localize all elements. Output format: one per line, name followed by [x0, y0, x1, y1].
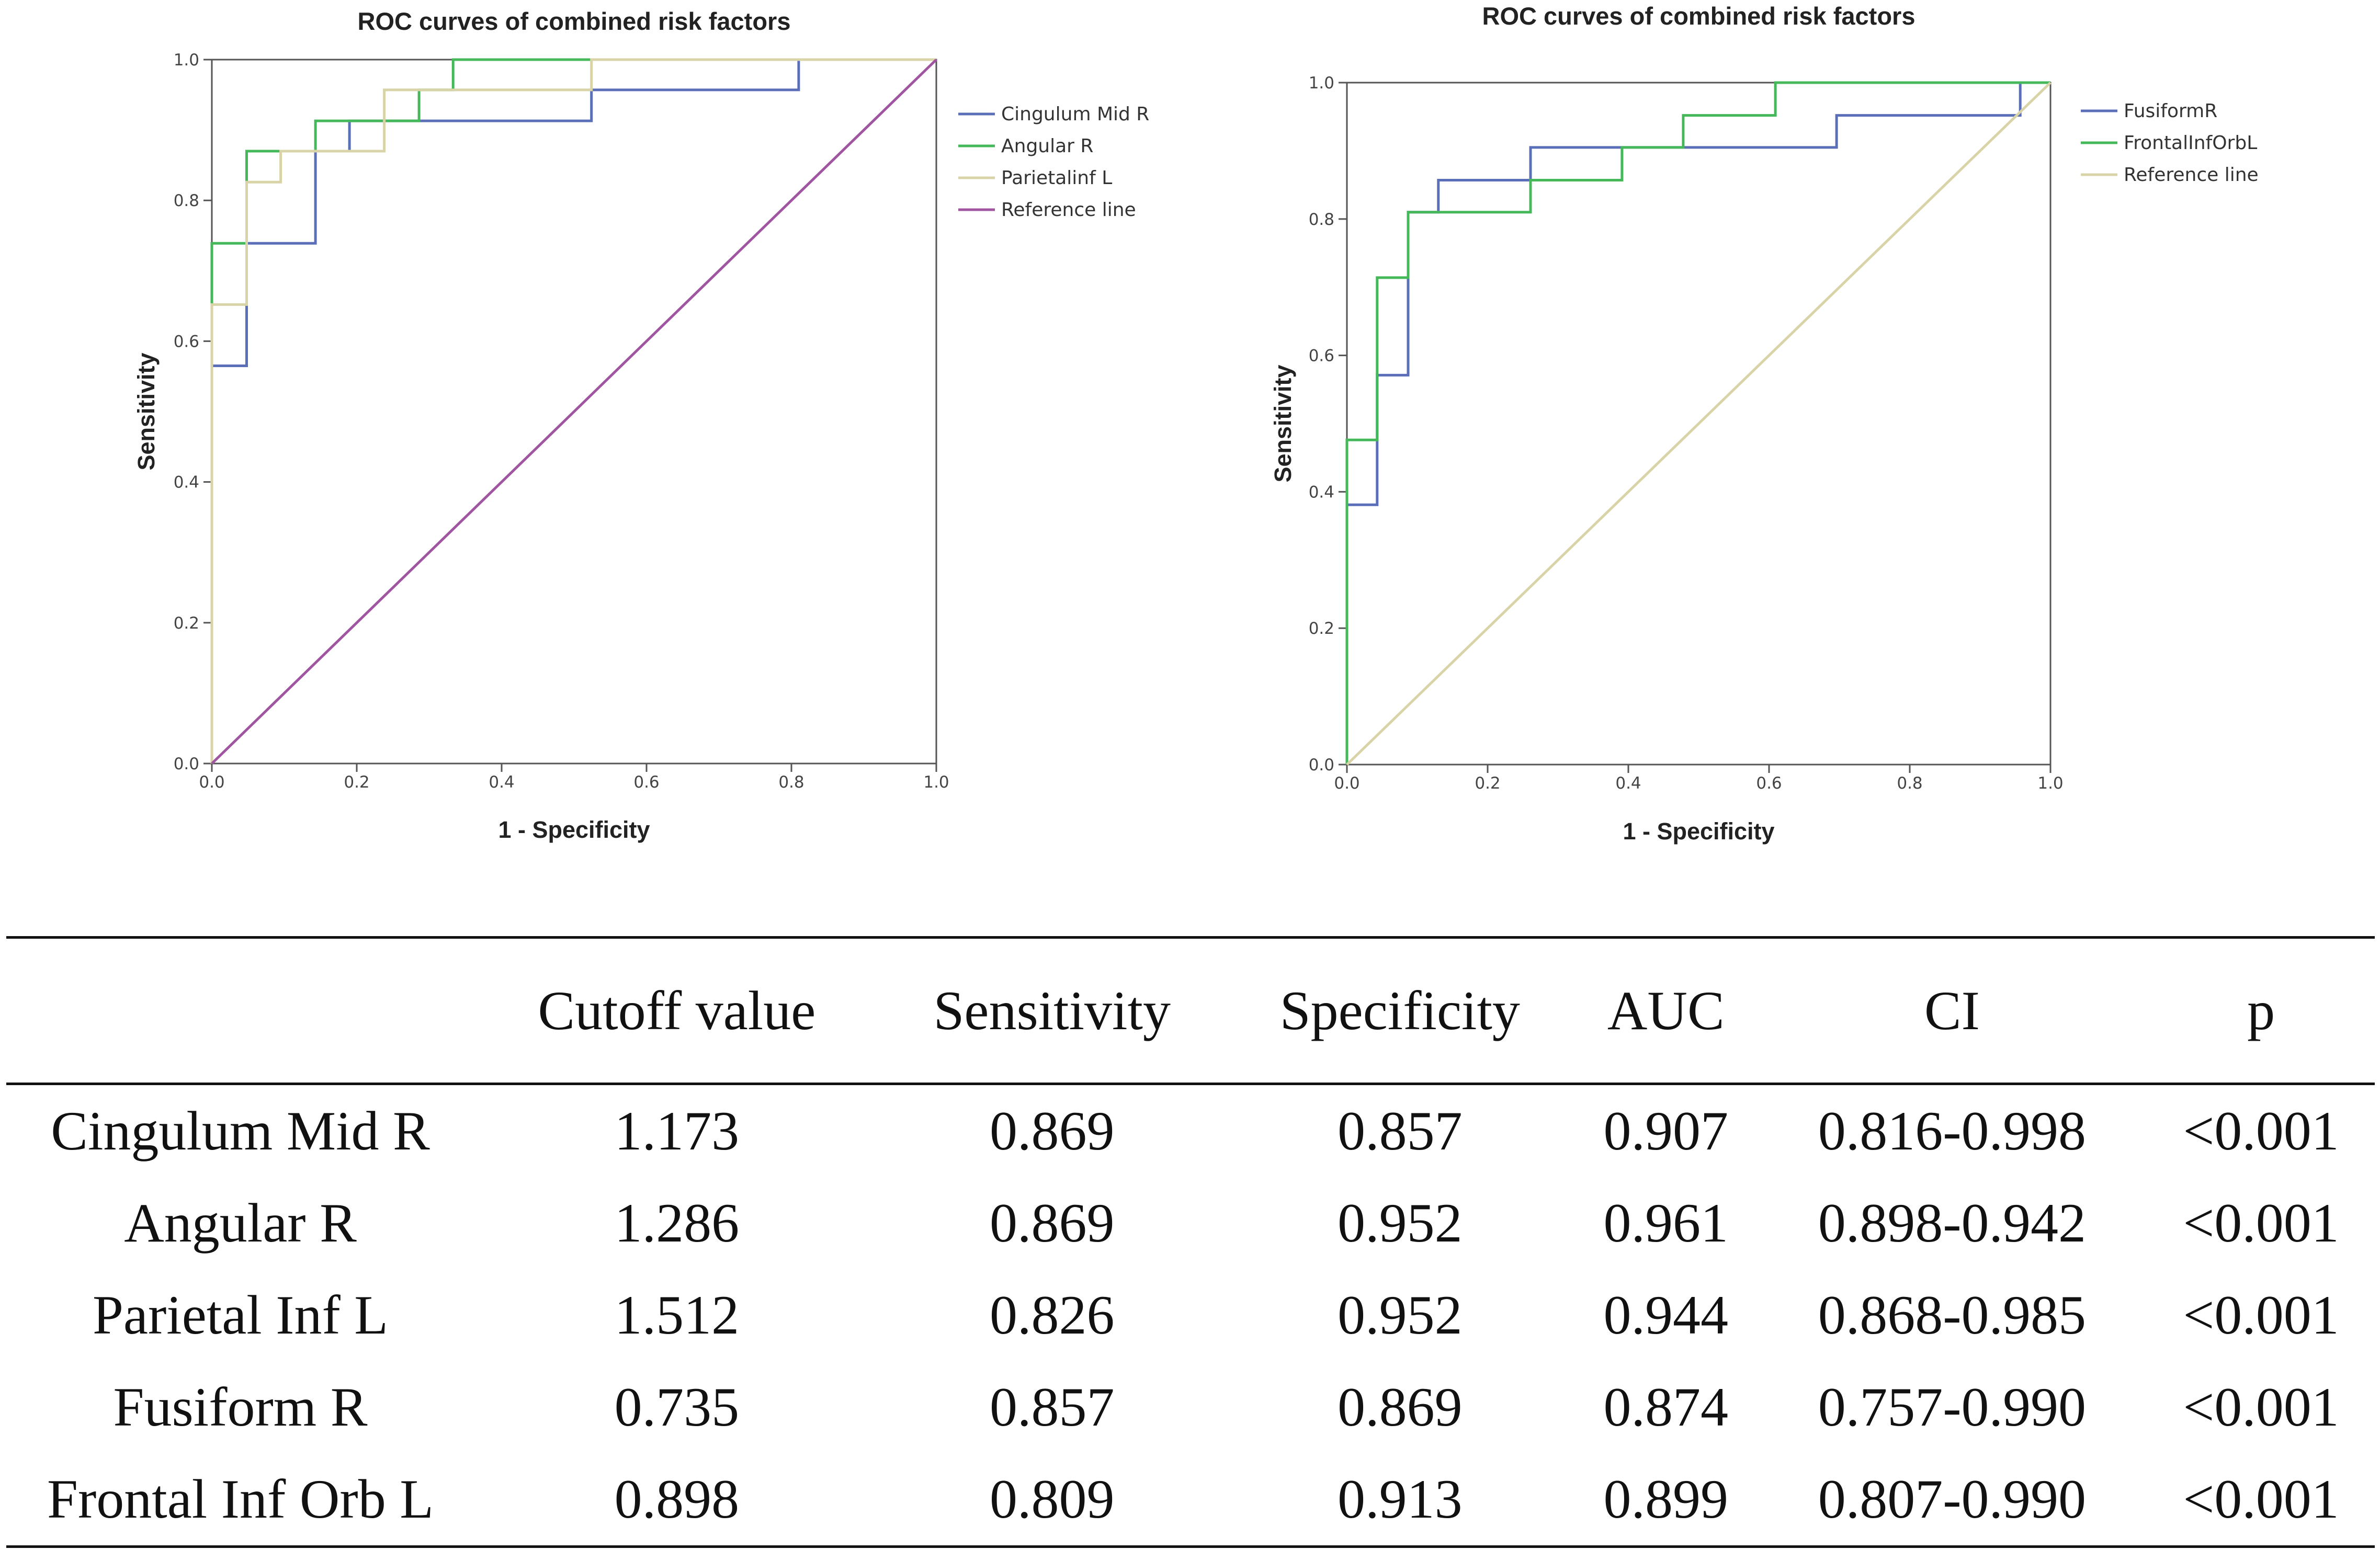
table-cell: 0.826 — [989, 1284, 1115, 1346]
y-axis-label: Sensitivity — [133, 352, 160, 470]
table-cell: Cingulum Mid R — [51, 1100, 430, 1161]
x-tick-label: 0.0 — [199, 773, 224, 792]
table-cell: <0.001 — [2183, 1376, 2339, 1438]
y-tick-label: 1.0 — [174, 51, 199, 70]
x-tick-label: 0.4 — [489, 773, 514, 792]
table-cell: 0.868-0.985 — [1818, 1284, 2087, 1346]
roc-curve-reference-line — [1346, 82, 2052, 766]
table-cell: 0.857 — [989, 1376, 1115, 1438]
legend-label: Angular R — [1001, 135, 1093, 157]
y-tick-label: 0.6 — [1309, 347, 1334, 366]
table-cell: <0.001 — [2147, 1453, 2375, 1548]
x-tick-label: 0.8 — [778, 773, 804, 792]
table-cell: 0.874 — [1603, 1376, 1729, 1438]
x-tick-label: 0.8 — [1897, 774, 1922, 793]
header-cell-p: p — [2147, 936, 2375, 1085]
y-tick-label: 1.0 — [1309, 74, 1334, 93]
y-tick-label: 0.2 — [174, 614, 199, 633]
y-tick-label: 0.8 — [174, 191, 199, 210]
y-tick-label: 0.0 — [1309, 756, 1334, 774]
table-cell: <0.001 — [2183, 1100, 2339, 1161]
header-cell-cutoff: Cutoff value — [474, 936, 879, 1085]
table-cell: 0.809 — [879, 1453, 1225, 1548]
roc-curve-angular-r — [210, 58, 936, 764]
roc-curve-parietalinf-l — [210, 58, 936, 764]
table-cell: 1.173 — [614, 1100, 740, 1161]
header-cell-blank — [6, 936, 474, 1085]
table-cell: Frontal Inf Orb L — [6, 1453, 474, 1548]
legend-label: FusiformR — [2124, 100, 2217, 122]
legend-label: Cingulum Mid R — [1001, 104, 1149, 125]
x-tick-label: 0.6 — [633, 773, 659, 792]
table-cell: 0.869 — [989, 1100, 1115, 1161]
x-tick-label: 0.0 — [1334, 774, 1359, 793]
roc-curve-reference-line — [211, 59, 937, 765]
x-tick-label: 1.0 — [2037, 774, 2063, 793]
x-tick-label: 0.4 — [1615, 774, 1641, 793]
plot-frame — [1346, 82, 2052, 766]
x-tick-label: 1.0 — [923, 773, 949, 792]
table-cell: 0.952 — [1338, 1284, 1463, 1346]
x-tick-label: 0.6 — [1756, 774, 1782, 793]
x-axis-label: 1 - Specificity — [498, 816, 650, 843]
x-axis-label: 1 - Specificity — [1623, 818, 1774, 845]
y-tick-label: 0.4 — [1309, 483, 1334, 502]
table-cell: 0.869 — [989, 1192, 1115, 1254]
header-cell-sensitivity: Sensitivity — [879, 936, 1225, 1085]
table-row: Frontal Inf Orb L 0.898 0.809 0.913 0.89… — [6, 1453, 2375, 1548]
table-cell: 0.757-0.990 — [1818, 1376, 2087, 1438]
legend-label: Reference line — [2124, 164, 2259, 186]
table-cell: 0.816-0.998 — [1818, 1100, 2087, 1161]
chart-title: ROC curves of combined risk factors — [1482, 2, 1916, 30]
y-tick-label: 0.8 — [1309, 210, 1334, 229]
table-cell: 0.735 — [614, 1376, 740, 1438]
table-cell: 1.286 — [614, 1192, 740, 1254]
x-tick-label: 0.2 — [1475, 774, 1500, 793]
table-cell: 0.952 — [1338, 1192, 1463, 1254]
table-cell: <0.001 — [2183, 1192, 2339, 1254]
results-table: Cutoff value Sensitivity Specificity AUC… — [6, 936, 2375, 1548]
roc-curve-frontalinforbl — [1345, 81, 2050, 765]
table-cell: 0.857 — [1338, 1100, 1463, 1161]
y-tick-label: 0.2 — [1309, 619, 1334, 638]
legend-label: Reference line — [1001, 199, 1136, 221]
table-cell: 0.898 — [474, 1453, 879, 1548]
table-cell: Fusiform R — [113, 1376, 368, 1438]
table-cell: 0.913 — [1225, 1453, 1575, 1548]
y-axis-label: Sensitivity — [1270, 365, 1296, 482]
table-cell: 1.512 — [614, 1284, 740, 1346]
table-cell: 0.807-0.990 — [1756, 1453, 2148, 1548]
table-cell: 0.898-0.942 — [1818, 1192, 2087, 1254]
y-tick-label: 0.0 — [174, 755, 199, 773]
header-cell-specificity: Specificity — [1225, 936, 1575, 1085]
y-tick-label: 0.6 — [174, 332, 199, 351]
legend-label: Parietalinf L — [1001, 167, 1112, 189]
table-cell: 0.869 — [1338, 1376, 1463, 1438]
header-cell-ci: CI — [1756, 936, 2148, 1085]
table-cell: 0.944 — [1603, 1284, 1729, 1346]
table-header-row: Cutoff value Sensitivity Specificity AUC… — [6, 936, 2375, 1085]
table-row: Fusiform R 0.735 0.857 0.869 0.874 0.757… — [6, 1361, 2375, 1453]
x-tick-label: 0.2 — [344, 773, 369, 792]
chart-title: ROC curves of combined risk factors — [358, 7, 791, 35]
table-row: Parietal Inf L 1.512 0.826 0.952 0.944 0… — [6, 1269, 2375, 1361]
table-cell: <0.001 — [2183, 1284, 2339, 1346]
table-row: Cingulum Mid R 1.173 0.869 0.857 0.907 0… — [6, 1084, 2375, 1178]
table-row: Angular R 1.286 0.869 0.952 0.961 0.898-… — [6, 1177, 2375, 1269]
legend-label: FrontalInfOrbL — [2124, 132, 2257, 154]
table-cell: 0.907 — [1603, 1100, 1729, 1161]
table-cell: 0.899 — [1574, 1453, 1757, 1548]
y-tick-label: 0.4 — [174, 473, 199, 492]
roc-curve-fusiformr — [1345, 81, 2050, 765]
table-cell: Parietal Inf L — [92, 1284, 389, 1346]
header-cell-auc: AUC — [1574, 936, 1757, 1085]
table-cell: 0.961 — [1603, 1192, 1729, 1254]
table-cell: Angular R — [124, 1192, 357, 1254]
